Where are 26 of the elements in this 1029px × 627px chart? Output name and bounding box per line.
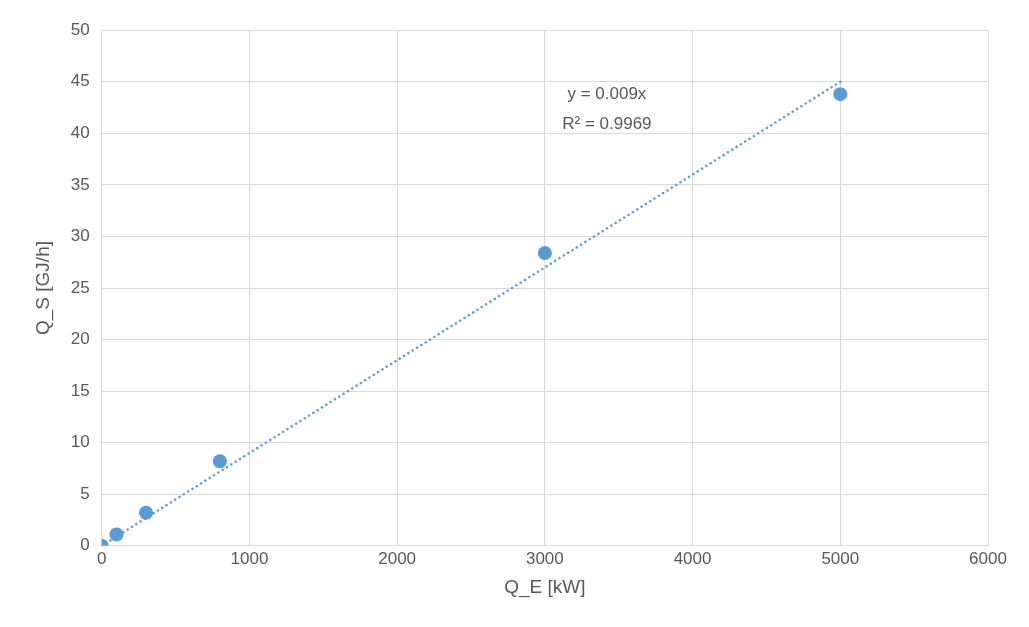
annotation: y = 0.009x — [567, 83, 647, 103]
x-tick-label: 3000 — [525, 548, 564, 568]
y-axis-title: Q_S [GJ/h] — [31, 241, 54, 335]
point — [139, 505, 154, 520]
y-tick-label: 40 — [70, 123, 90, 143]
y-tick-label: 20 — [70, 329, 90, 349]
x-tick-label: 1000 — [230, 548, 269, 568]
x-tick-label: 2000 — [378, 548, 417, 568]
y-tick-label: 25 — [70, 277, 90, 297]
y-tick-label: 10 — [70, 432, 90, 452]
x-tick-label: 5000 — [821, 548, 860, 568]
x-axis-title: Q_E [kW] — [504, 575, 586, 598]
y-tick-label: 30 — [70, 226, 90, 246]
y-tick-label: 0 — [80, 535, 90, 555]
x-tick-label: 4000 — [673, 548, 712, 568]
y-tick-label: 35 — [70, 174, 90, 194]
point — [833, 87, 848, 102]
annotation: R² = 0.9969 — [562, 113, 652, 133]
point — [212, 454, 227, 469]
x-tick-label: 6000 — [969, 548, 1007, 568]
y-tick-label: 50 — [70, 19, 90, 39]
y-tick-label: 5 — [80, 483, 90, 503]
y-tick-label: 45 — [70, 71, 90, 91]
y-tick-label: 15 — [70, 380, 90, 400]
x-tick-label: 0 — [96, 548, 107, 568]
point — [537, 245, 552, 260]
